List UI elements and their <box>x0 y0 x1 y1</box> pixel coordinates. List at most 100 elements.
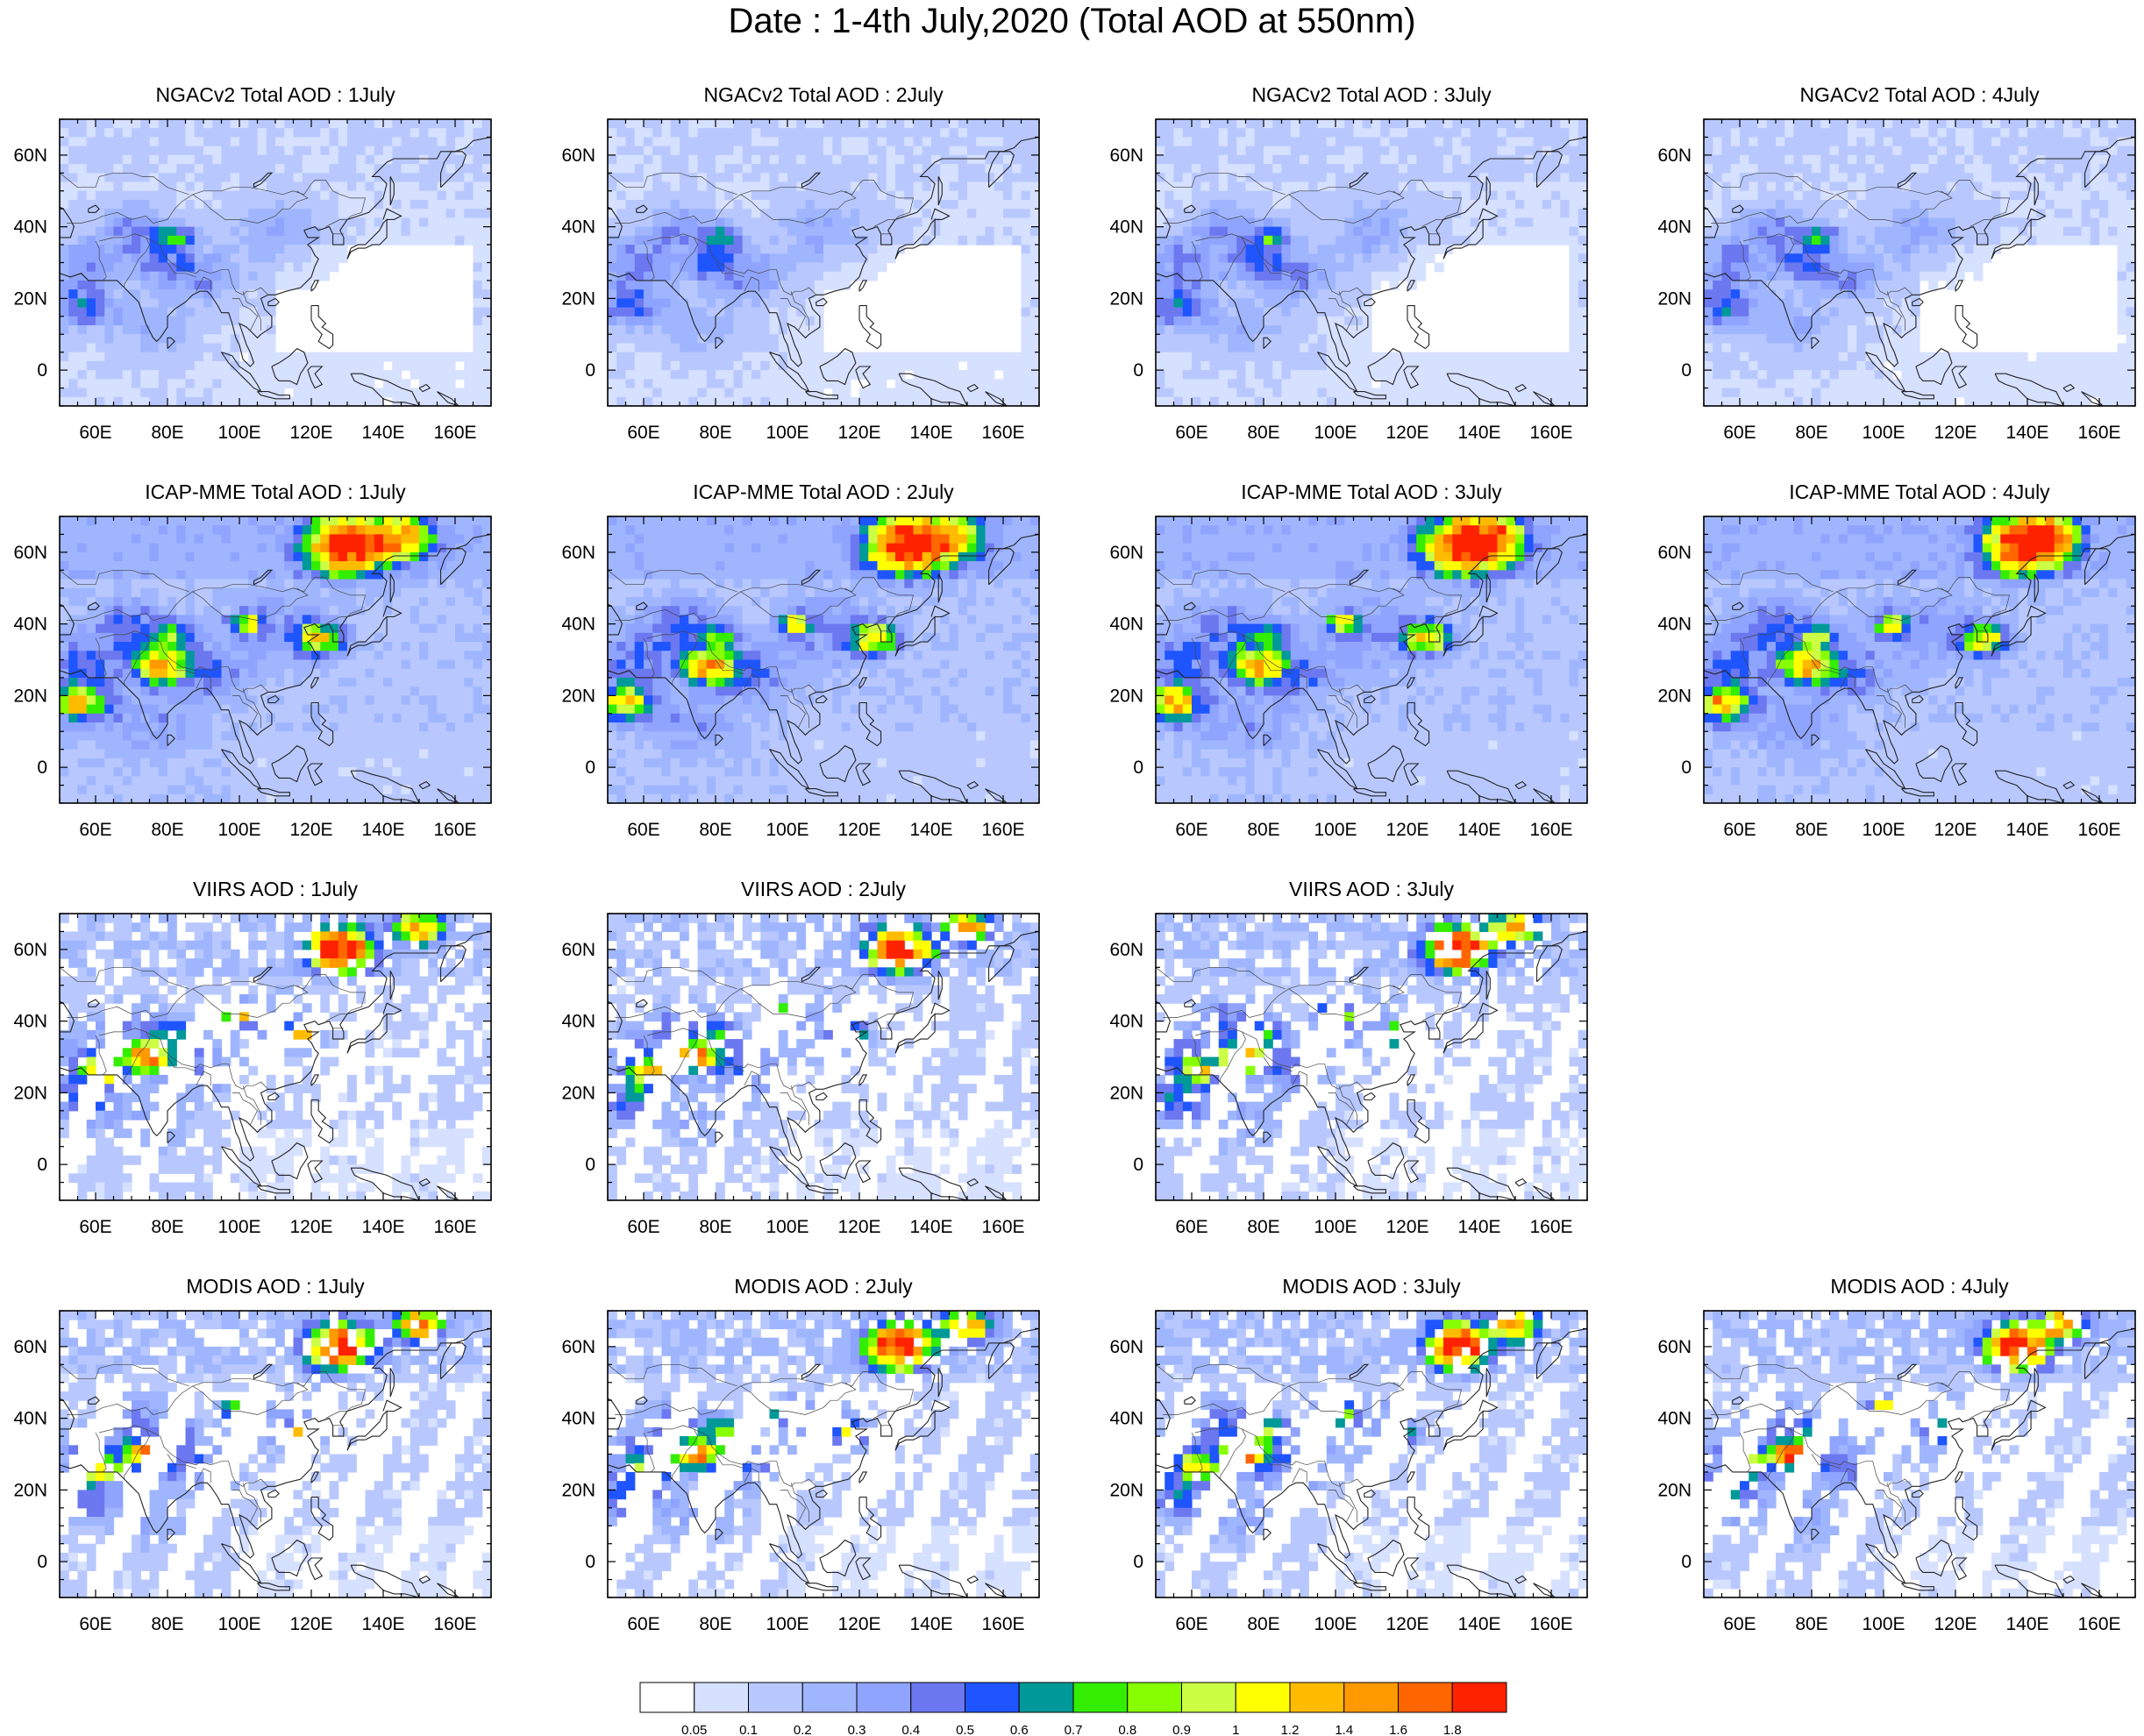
aod-cell <box>311 271 321 281</box>
aod-cell <box>1479 137 1489 147</box>
aod-cell <box>1236 199 1247 210</box>
aod-cell <box>1515 226 1525 237</box>
aod-cell <box>1434 119 1444 129</box>
aod-cell <box>832 146 843 156</box>
aod-cell <box>293 190 303 201</box>
aod-cell <box>706 360 716 371</box>
aod-cell <box>1721 199 1732 210</box>
x-tick-label: 160E <box>981 423 1024 443</box>
aod-cell <box>1254 289 1264 299</box>
aod-cell <box>1165 370 1175 380</box>
aod-cell <box>149 352 160 362</box>
aod-cell <box>814 316 824 326</box>
aod-cell <box>1470 128 1480 139</box>
aod-cell <box>122 190 132 201</box>
aod-cell <box>1874 190 1884 201</box>
aod-cell <box>850 217 860 228</box>
aod-cell <box>374 173 384 183</box>
aod-cell <box>1479 181 1489 192</box>
aod-cell <box>1003 217 1013 228</box>
aod-cell <box>140 154 151 165</box>
aod-cell <box>185 190 196 201</box>
aod-cell <box>976 190 987 201</box>
aod-cell <box>194 262 204 273</box>
aod-cell <box>419 209 429 219</box>
aod-cell <box>1353 253 1364 264</box>
aod-cell <box>1272 190 1283 201</box>
aod-cell <box>203 181 213 192</box>
aod-cell <box>1029 190 1039 201</box>
aod-cell <box>2027 164 2037 174</box>
aod-cell <box>365 199 375 210</box>
aod-cell <box>320 146 331 156</box>
aod-cell <box>284 352 295 362</box>
aod-cell <box>68 209 79 219</box>
aod-cell <box>1730 235 1741 245</box>
aod-cell <box>1156 370 1165 380</box>
aod-cell <box>1021 360 1031 371</box>
aod-cell <box>1920 173 1929 183</box>
aod-cell <box>2072 209 2083 219</box>
aod-cell <box>104 253 115 264</box>
aod-cell <box>374 235 384 245</box>
aod-cell <box>1209 245 1220 254</box>
aod-cell <box>1165 209 1175 219</box>
aod-cell <box>823 181 833 192</box>
aod-cell <box>2099 235 2109 245</box>
aod-cell <box>1344 253 1355 264</box>
aod-cell <box>805 164 816 174</box>
aod-cell <box>904 388 915 398</box>
aod-cell <box>1560 388 1571 398</box>
aod-cell <box>778 352 788 362</box>
aod-cell <box>1290 245 1300 254</box>
aod-cell <box>437 199 447 210</box>
aod-cell <box>1560 181 1571 192</box>
aod-cell <box>140 262 151 273</box>
aod-cell <box>1515 217 1525 228</box>
aod-cell <box>706 307 716 317</box>
aod-cell <box>994 209 1004 219</box>
aod-cell <box>419 128 429 139</box>
aod-cell <box>608 316 617 326</box>
aod-cell <box>230 352 240 362</box>
aod-cell <box>230 146 240 156</box>
aod-cell <box>1721 245 1732 254</box>
aod-cell <box>1326 280 1336 290</box>
aod-cell <box>985 226 995 237</box>
x-tick-label: 100E <box>766 423 808 443</box>
aod-cell <box>338 379 348 389</box>
aod-cell <box>1362 289 1372 299</box>
aod-cell <box>1236 307 1247 317</box>
aod-cell <box>1200 235 1211 245</box>
aod-cell <box>1524 396 1535 406</box>
aod-cell <box>913 370 923 380</box>
aod-cell <box>68 379 79 389</box>
aod-cell <box>877 262 887 273</box>
aod-cell <box>1461 217 1471 228</box>
aod-cell <box>949 388 959 398</box>
aod-cell <box>203 343 213 353</box>
aod-cell <box>688 370 699 380</box>
aod-cell <box>320 226 331 237</box>
aod-cell <box>1470 235 1480 245</box>
aod-cell <box>284 360 295 371</box>
aod-cell <box>1704 154 1713 165</box>
aod-cell <box>886 396 896 406</box>
aod-cell <box>1353 137 1364 147</box>
aod-cell <box>644 190 653 201</box>
aod-cell <box>2000 190 2011 201</box>
aod-cell <box>356 226 367 237</box>
aod-cell <box>608 298 617 309</box>
aod-cell <box>913 199 923 210</box>
aod-cell <box>1901 164 1912 174</box>
aod-cell <box>1218 253 1229 264</box>
aod-cell <box>113 199 124 210</box>
aod-cell <box>1336 199 1345 210</box>
aod-cell <box>1200 298 1211 309</box>
aod-cell <box>410 190 420 201</box>
aod-cell <box>1766 181 1777 192</box>
aod-cell <box>680 164 689 174</box>
aod-cell <box>320 137 331 147</box>
aod-cell <box>922 128 932 139</box>
aod-cell <box>1228 325 1237 335</box>
